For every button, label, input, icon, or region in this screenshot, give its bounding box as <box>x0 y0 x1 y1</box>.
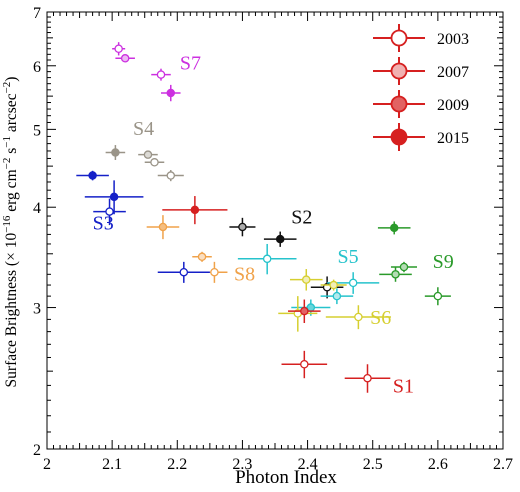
x-tick-label: 2.3 <box>232 456 252 473</box>
series-group: S8 <box>146 215 255 286</box>
data-point <box>262 254 272 264</box>
series-label: S4 <box>133 118 154 140</box>
x-axis-label: Photon Index <box>235 467 337 488</box>
series-label: S2 <box>291 206 312 228</box>
series-group: S2 <box>229 206 344 299</box>
legend-marker <box>390 29 408 47</box>
data-point <box>210 267 219 277</box>
x-tick-label: 2.6 <box>428 456 448 473</box>
x-tick-label: 2.1 <box>102 456 122 473</box>
y-tick-label: 5 <box>33 122 41 139</box>
data-point <box>179 267 189 277</box>
legend-label: 2015 <box>437 130 469 147</box>
data-point <box>114 44 123 54</box>
y-axis-label: Surface Brightness (× 10−16 erg cm−2 s−1… <box>1 77 20 388</box>
legend: 2003 2007 2009 2015 <box>373 24 469 151</box>
data-point <box>120 54 130 63</box>
data-point <box>433 291 443 301</box>
axes: 2 2.1 2.2 2.3 2.4 2.5 2.6 2.7 2 3 4 5 6 7 <box>33 5 513 473</box>
data-point <box>166 88 176 98</box>
data-point <box>329 280 338 290</box>
series-group: S9 <box>377 221 454 306</box>
series-label: S7 <box>180 52 201 74</box>
series-label: S5 <box>338 246 359 268</box>
data-point <box>150 158 159 167</box>
series-group: S3 <box>76 170 144 235</box>
series-group: S7 <box>112 42 201 102</box>
legend-label: 2007 <box>437 64 469 81</box>
legend-entry: 2007 <box>373 57 469 85</box>
y-tick-label: 3 <box>33 301 41 318</box>
data-point <box>109 192 119 202</box>
y-tick-label: 4 <box>33 200 41 217</box>
series-group: S1 <box>281 350 414 398</box>
series-label: S9 <box>433 251 454 273</box>
y-tick-label: 2 <box>33 442 41 459</box>
legend-label: 2003 <box>437 31 469 48</box>
series-label: S8 <box>234 264 255 286</box>
legend-marker <box>390 128 408 146</box>
data-point <box>391 270 400 279</box>
x-tick-label: 2.2 <box>167 456 187 473</box>
data-point <box>238 222 247 232</box>
data-point <box>156 70 166 79</box>
data-point <box>354 312 363 322</box>
legend-marker <box>390 62 408 80</box>
legend-label: 2009 <box>437 97 469 114</box>
series-group <box>162 196 321 324</box>
data-point <box>348 278 358 288</box>
data-point <box>389 223 399 233</box>
data-point <box>332 291 342 301</box>
data-point <box>166 171 176 180</box>
data-point <box>105 207 114 216</box>
data-point <box>88 171 97 180</box>
legend-entry: 2015 <box>373 123 469 151</box>
data-point <box>190 205 200 215</box>
data-point <box>143 150 153 159</box>
series-group: S6 <box>278 269 391 332</box>
data-point <box>275 234 285 244</box>
x-tick-label: 2.5 <box>363 456 383 473</box>
plot-frame <box>46 11 504 450</box>
series-group: S4 <box>105 118 184 182</box>
legend-marker <box>390 95 408 113</box>
legend-entry: 2009 <box>373 90 469 118</box>
legend-entry: 2003 <box>373 24 469 52</box>
data-point <box>111 148 120 157</box>
y-tick-label: 7 <box>33 5 41 22</box>
x-tick-label: 2.4 <box>298 456 318 473</box>
data-point <box>302 275 311 284</box>
x-tick-label: 2 <box>43 456 51 473</box>
data-point <box>399 262 409 272</box>
series-label: S6 <box>370 307 391 329</box>
y-tick-label: 6 <box>33 59 41 76</box>
data-point <box>300 360 309 369</box>
series-label: S3 <box>93 213 114 235</box>
x-tick-label: 2.7 <box>493 456 513 473</box>
data-point <box>197 252 207 262</box>
data-point <box>158 222 168 232</box>
data-point <box>300 306 309 316</box>
data-points: S1 S2 S3 S4 S5 S6 S7 S8 S9 <box>76 42 454 398</box>
series-group <box>157 261 210 283</box>
data-point <box>363 373 372 383</box>
series-label: S1 <box>393 376 414 398</box>
